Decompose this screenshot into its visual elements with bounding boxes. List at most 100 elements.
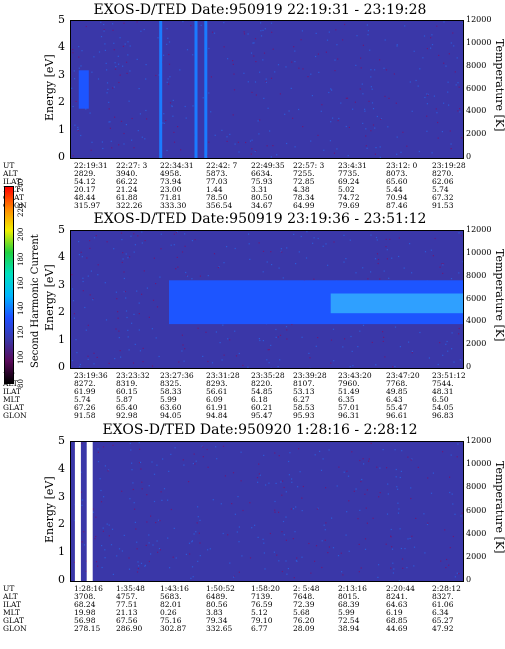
noise-speck [247, 33, 249, 35]
noise-speck [121, 239, 123, 241]
noise-speck [122, 65, 124, 67]
noise-speck [278, 267, 280, 269]
ephemeris-value: 55.47 [386, 403, 408, 412]
ephemeris-row-label: UT [3, 161, 15, 170]
noise-speck [123, 271, 125, 273]
noise-speck [315, 55, 317, 58]
noise-speck [370, 86, 372, 88]
noise-speck [462, 522, 463, 524]
noise-speck [326, 39, 329, 41]
y-tick-label: 0 [58, 360, 65, 373]
noise-speck [242, 364, 244, 366]
noise-speck [195, 460, 197, 462]
colorbar-tick-label: 200 [17, 227, 25, 241]
noise-speck [169, 567, 171, 569]
ephemeris-value: 23:35:28 [251, 371, 285, 380]
noise-speck [78, 67, 80, 69]
noise-speck [109, 121, 111, 123]
noise-speck [422, 57, 424, 59]
noise-speck [331, 517, 333, 519]
noise-speck [398, 580, 400, 581]
noise-speck [312, 242, 314, 244]
y2-tick-label: 6000 [466, 83, 487, 93]
colorbar-tick-label: 180 [17, 252, 25, 266]
noise-speck [426, 93, 428, 95]
ephemeris-value: 64.63 [386, 600, 408, 609]
ephemeris-value: 333.30 [160, 201, 187, 210]
noise-speck [426, 115, 428, 117]
noise-speck [450, 278, 453, 280]
noise-speck [461, 137, 463, 139]
ephemeris-row-label: GLAT [3, 616, 24, 625]
noise-speck [288, 110, 290, 112]
noise-speck [141, 231, 143, 233]
colorbar-tick-label: 240 [17, 178, 25, 192]
noise-speck [255, 94, 257, 96]
noise-speck [267, 107, 269, 109]
noise-speck [457, 110, 459, 112]
noise-speck [460, 235, 462, 237]
noise-speck [281, 531, 283, 533]
noise-speck [317, 337, 319, 339]
ephemeris-value: 6.18 [251, 395, 268, 404]
noise-speck [251, 139, 253, 141]
noise-speck [93, 352, 95, 354]
noise-speck [365, 135, 367, 137]
noise-speck [229, 339, 231, 341]
noise-speck [400, 470, 402, 472]
noise-speck [229, 133, 231, 135]
noise-speck [188, 481, 190, 483]
noise-speck [362, 122, 364, 124]
y-tick-label: 2 [58, 517, 65, 531]
noise-speck [355, 272, 357, 274]
noise-speck [330, 88, 332, 90]
noise-speck [237, 141, 239, 143]
noise-speck [234, 143, 236, 145]
noise-speck [442, 272, 444, 274]
spectrogram-canvas [71, 231, 463, 368]
noise-speck [237, 496, 239, 498]
noise-speck [285, 560, 287, 562]
ephemeris-value: 44.69 [386, 624, 408, 633]
noise-speck [102, 530, 104, 532]
noise-speck [173, 141, 176, 143]
noise-speck [360, 57, 362, 59]
ephemeris-value: 48.44 [74, 193, 96, 202]
y-tick-label: 4 [58, 40, 65, 54]
noise-speck [431, 34, 433, 36]
noise-speck [232, 114, 234, 116]
noise-speck [221, 129, 223, 131]
noise-speck [411, 110, 413, 112]
noise-speck [112, 87, 114, 89]
noise-speck [89, 294, 91, 296]
ephemeris-value: 23:31:28 [206, 371, 240, 380]
noise-speck [334, 70, 336, 72]
noise-speck [395, 468, 397, 471]
noise-speck [97, 565, 99, 567]
noise-speck [270, 344, 272, 346]
intensity-band [204, 21, 208, 158]
noise-speck [163, 54, 165, 56]
noise-speck [143, 270, 145, 272]
noise-speck [100, 36, 103, 38]
noise-speck [192, 463, 194, 465]
ephemeris-value: 22:34:31 [160, 161, 194, 170]
noise-speck [436, 112, 438, 114]
noise-speck [391, 548, 394, 550]
noise-speck [167, 37, 169, 39]
noise-speck [385, 543, 387, 545]
noise-speck [271, 31, 273, 33]
noise-speck [290, 87, 292, 89]
noise-speck [125, 124, 127, 126]
y2-tick-label: 6000 [466, 505, 487, 515]
noise-speck [223, 262, 225, 264]
noise-speck [378, 564, 380, 566]
noise-speck [298, 108, 300, 111]
noise-speck [357, 518, 359, 520]
noise-speck [227, 58, 229, 60]
noise-speck [73, 317, 75, 319]
noise-speck [403, 267, 405, 269]
noise-speck [317, 507, 319, 509]
noise-speck [249, 140, 252, 142]
noise-speck [97, 448, 99, 450]
